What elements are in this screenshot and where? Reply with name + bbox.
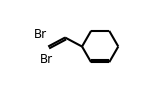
Text: Br: Br [34,28,47,41]
Text: Br: Br [40,53,53,66]
